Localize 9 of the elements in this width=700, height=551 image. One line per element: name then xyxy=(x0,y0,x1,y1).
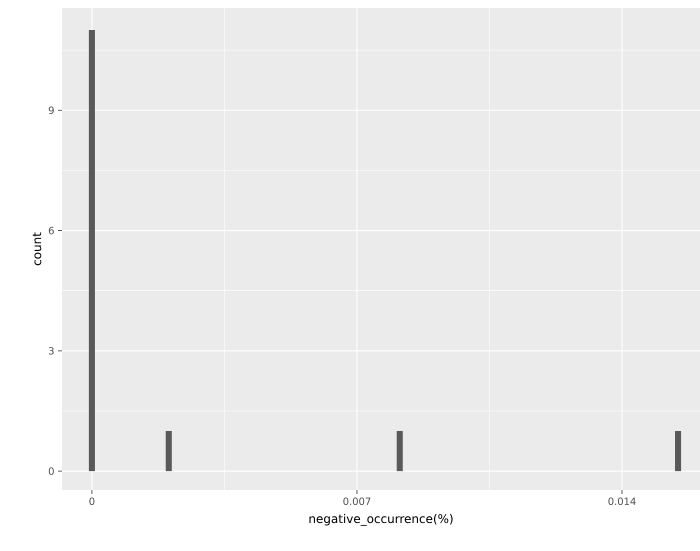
y-tick-label: 6 xyxy=(48,226,54,234)
y-tick-label: 9 xyxy=(48,106,54,114)
x-tick-label: 0.014 xyxy=(608,498,636,506)
x-axis-title: negative_occurrence(%) xyxy=(309,514,453,526)
x-tick-label: 0.007 xyxy=(343,498,370,506)
y-tick-label: 0 xyxy=(48,467,54,475)
y-tick-label: 3 xyxy=(48,347,54,355)
y-axis-title: count xyxy=(32,232,42,266)
x-tick-label: 0 xyxy=(89,498,94,506)
